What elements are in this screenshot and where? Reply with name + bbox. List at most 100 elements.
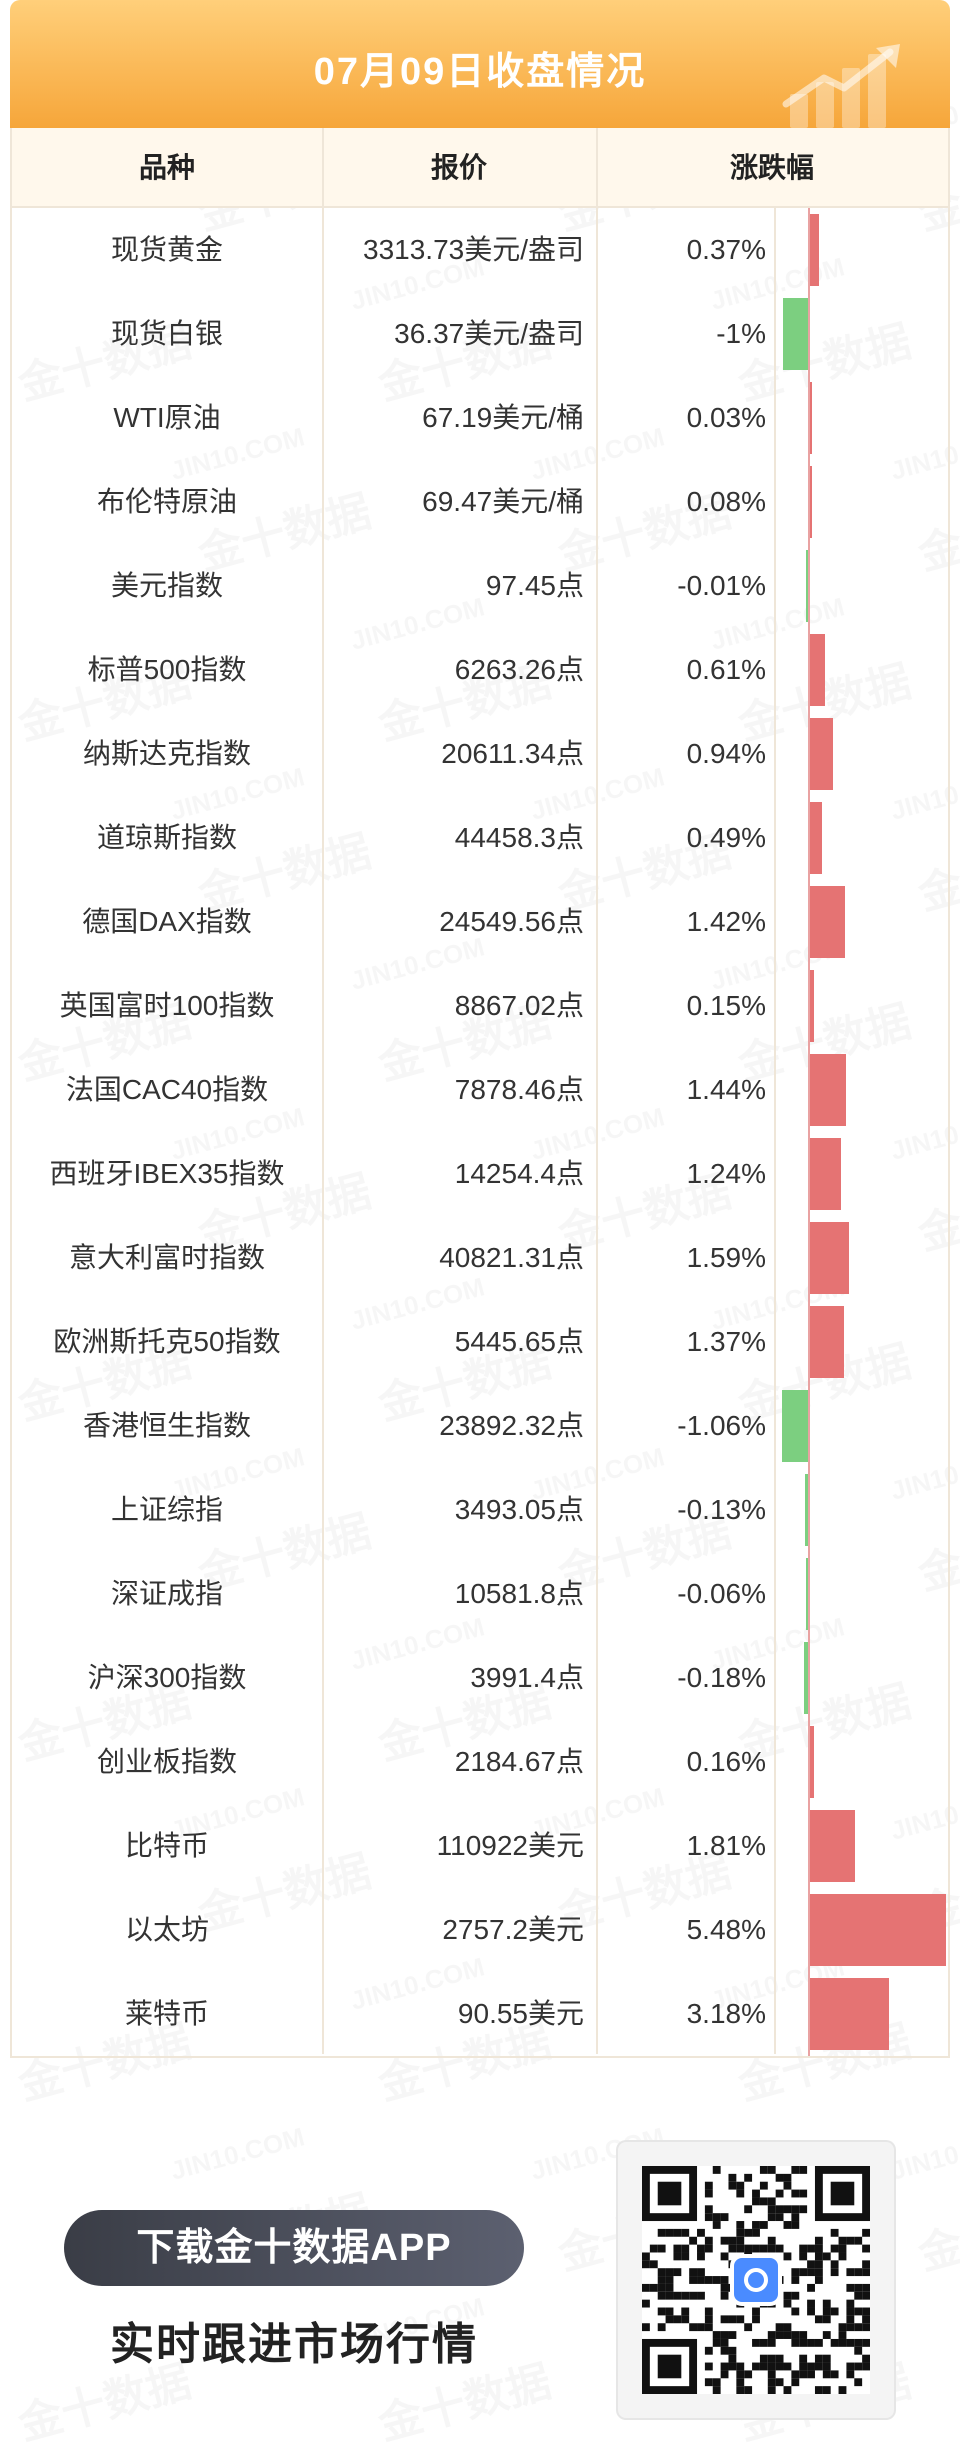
row-name: 英国富时100指数 [59, 990, 275, 1021]
row-change: -0.13% [677, 1494, 766, 1525]
change-bar-down [783, 298, 808, 370]
table-row: 现货白银 36.37美元/盎司 -1% [12, 292, 948, 376]
row-name: 现货白银 [110, 318, 223, 349]
row-price: 3493.05点 [454, 1494, 584, 1525]
row-price: 67.19美元/桶 [422, 402, 584, 433]
change-bar-area [772, 1888, 948, 1972]
change-bar-area [772, 712, 948, 796]
change-bar-area [772, 208, 948, 292]
header-change: 涨跌幅 [729, 152, 814, 183]
row-price: 5445.65点 [454, 1326, 584, 1357]
row-price: 2757.2美元 [442, 1914, 584, 1945]
footer: 下载金十数据APP 实时跟进市场行情 [0, 2120, 960, 2452]
zero-axis [808, 1132, 810, 1216]
change-bar-area [772, 292, 948, 376]
table-row: 现货黄金 3313.73美元/盎司 0.37% [12, 208, 948, 292]
change-bar-area [772, 1552, 948, 1636]
change-bar-area [772, 544, 948, 628]
row-name: 意大利富时指数 [68, 1242, 265, 1273]
row-price: 14254.4点 [454, 1158, 584, 1189]
row-price: 7878.46点 [454, 1074, 584, 1105]
row-change: -0.01% [677, 570, 766, 601]
change-bar-up [810, 1222, 850, 1294]
zero-axis [808, 964, 810, 1048]
change-bar-area [772, 628, 948, 712]
change-bar-up [810, 718, 834, 790]
qr-code [618, 2142, 894, 2418]
row-name: 纳斯达克指数 [82, 738, 251, 769]
table-row: 标普500指数 6263.26点 0.61% [12, 628, 948, 712]
row-price: 44458.3点 [454, 822, 584, 853]
change-bar-area [772, 1300, 948, 1384]
zero-axis [808, 1636, 810, 1720]
row-name: WTI原油 [113, 402, 221, 433]
change-bar-down [806, 1558, 808, 1630]
change-bar-area [772, 1636, 948, 1720]
row-name: 欧洲斯托克50指数 [53, 1326, 281, 1357]
zero-axis [808, 376, 810, 460]
row-change: 0.08% [686, 486, 766, 517]
row-name: 道琼斯指数 [96, 822, 237, 853]
zero-axis [808, 1804, 810, 1888]
change-bar-down [806, 550, 808, 622]
table-row: 布伦特原油 69.47美元/桶 0.08% [12, 460, 948, 544]
row-price: 23892.32点 [439, 1410, 584, 1441]
row-price: 10581.8点 [454, 1578, 584, 1609]
change-bar-down [781, 1390, 808, 1462]
header-banner: 07月09日收盘情况 [10, 0, 950, 128]
table-row: WTI原油 67.19美元/桶 0.03% [12, 376, 948, 460]
row-change: 5.48% [686, 1914, 766, 1945]
download-app-button[interactable]: 下载金十数据APP [64, 2210, 524, 2286]
row-price: 36.37美元/盎司 [394, 318, 584, 349]
tagline: 实时跟进市场行情 [110, 2320, 478, 2369]
table-row: 创业板指数 2184.67点 0.16% [12, 1720, 948, 1804]
row-change: -0.06% [677, 1578, 766, 1609]
column-divider [596, 128, 598, 2054]
change-bar-area [772, 460, 948, 544]
table-row: 西班牙IBEX35指数 14254.4点 1.24% [12, 1132, 948, 1216]
row-change: 0.15% [686, 990, 766, 1021]
zero-axis [808, 880, 810, 964]
row-change: 3.18% [686, 1998, 766, 2029]
row-change: 1.42% [686, 906, 766, 937]
zero-axis [808, 712, 810, 796]
row-change: 0.03% [686, 402, 766, 433]
table-row: 以太坊 2757.2美元 5.48% [12, 1888, 948, 1972]
change-bar-up [810, 634, 826, 706]
zero-axis [808, 1300, 810, 1384]
row-change: 0.16% [686, 1746, 766, 1777]
zero-axis [808, 1552, 810, 1636]
table-row: 道琼斯指数 44458.3点 0.49% [12, 796, 948, 880]
table-row: 沪深300指数 3991.4点 -0.18% [12, 1636, 948, 1720]
row-name: 香港恒生指数 [82, 1410, 251, 1441]
row-price: 97.45点 [485, 570, 584, 601]
row-price: 40821.31点 [439, 1242, 584, 1273]
change-bar-up [810, 886, 846, 958]
table-row: 德国DAX指数 24549.56点 1.42% [12, 880, 948, 964]
column-divider [322, 128, 324, 2054]
change-bar-up [810, 802, 823, 874]
change-bar-area [772, 1216, 948, 1300]
table-row: 美元指数 97.45点 -0.01% [12, 544, 948, 628]
table-body: 现货黄金 3313.73美元/盎司 0.37% 现货白银 36.37美元/盎司 -1% WT… [12, 208, 948, 2056]
row-change: -0.18% [677, 1662, 766, 1693]
row-price: 2184.67点 [454, 1746, 584, 1777]
row-name: 现货黄金 [110, 234, 223, 265]
change-bar-up [810, 1306, 844, 1378]
header-name: 品种 [138, 152, 195, 183]
row-name: 法国CAC40指数 [65, 1074, 269, 1105]
change-bar-up [810, 382, 812, 454]
row-change: -1% [716, 318, 766, 349]
change-bar-up [810, 1138, 841, 1210]
change-bar-area [772, 964, 948, 1048]
row-name: 上证综指 [110, 1494, 223, 1525]
zero-axis [808, 544, 810, 628]
row-price: 24549.56点 [439, 906, 584, 937]
row-change: 0.61% [686, 654, 766, 685]
row-price: 110922美元 [436, 1830, 584, 1861]
row-price: 90.55美元 [457, 1998, 584, 2029]
row-name: 德国DAX指数 [82, 906, 252, 937]
change-bar-up [810, 1810, 855, 1882]
row-name: 比特币 [124, 1830, 209, 1861]
row-name: 创业板指数 [96, 1746, 237, 1777]
